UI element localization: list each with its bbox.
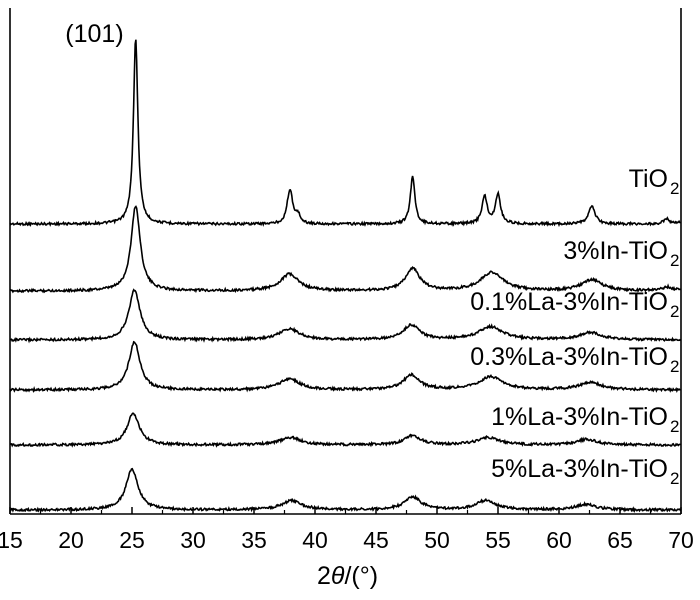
series-label-2: 3%In-TiO <box>563 237 668 265</box>
series-label-1: TiO <box>629 165 668 193</box>
series-labels: TiO 23%In-TiO 20.1%La-3%In-TiO 20.3%La-3%In… <box>470 165 679 488</box>
peak-annotation-1: (101) <box>65 20 123 48</box>
xrd-trace-1 <box>9 39 681 228</box>
xrd-traces <box>9 39 682 513</box>
x-tick-label-30: 30 <box>180 527 206 553</box>
series-label-subscript-4: 2 <box>670 357 679 376</box>
series-label-4: 0.3%La-3%In-TiO <box>470 343 668 371</box>
series-label-3: 0.1%La-3%In-TiO <box>470 288 668 316</box>
xrd-trace-6 <box>9 467 682 513</box>
series-label-5: 1%La-3%In-TiO <box>491 403 668 431</box>
series-label-subscript-1: 2 <box>670 179 679 198</box>
series-label-subscript-6: 2 <box>670 469 679 488</box>
xrd-trace-3 <box>9 288 682 344</box>
series-label-subscript-3: 2 <box>670 302 679 321</box>
x-tick-label-55: 55 <box>485 527 511 553</box>
xrd-trace-4 <box>9 340 681 393</box>
x-tick-label-45: 45 <box>363 527 389 553</box>
series-label-6: 5%La-3%In-TiO <box>491 455 668 483</box>
x-tick-label-40: 40 <box>302 527 328 553</box>
x-tick-label-65: 65 <box>607 527 633 553</box>
x-tick-label-60: 60 <box>546 527 572 553</box>
x-tick-label-15: 15 <box>0 527 23 553</box>
x-tick-label-20: 20 <box>58 527 84 553</box>
x-tick-label-25: 25 <box>119 527 145 553</box>
x-axis-title: 2θ/(°) <box>317 562 378 590</box>
x-tick-label-35: 35 <box>241 527 267 553</box>
xrd-trace-2 <box>9 205 681 294</box>
series-label-subscript-5: 2 <box>670 417 679 436</box>
series-label-subscript-2: 2 <box>670 251 679 270</box>
x-tick-label-70: 70 <box>668 527 694 553</box>
x-axis-ticks: 15 20 25 30 35 40 45 50 55 60 65 70 <box>0 507 694 553</box>
peak-annotations: (101) <box>65 20 123 48</box>
x-tick-label-50: 50 <box>424 527 450 553</box>
xrd-trace-5 <box>9 412 681 448</box>
